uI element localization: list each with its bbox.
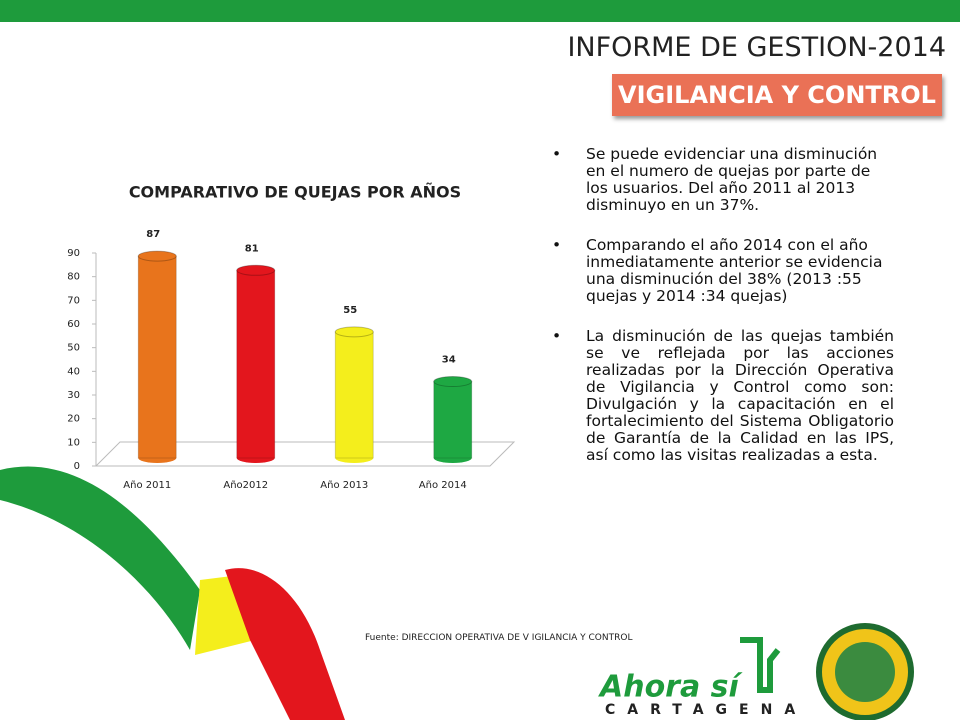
bar-top [334, 326, 374, 338]
bullet: La disminución de las quejas también se … [552, 328, 894, 464]
value-label: 34 [442, 355, 456, 366]
value-label: 55 [343, 305, 357, 316]
y-tick-label: 30 [67, 390, 80, 401]
bullet: Se puede evidenciar una disminución en e… [552, 146, 894, 214]
bar [334, 331, 374, 459]
logo-mark [740, 637, 781, 693]
slide-title: INFORME DE GESTION-2014 [567, 32, 946, 63]
y-tick-label: 60 [67, 319, 80, 330]
value-label: 87 [146, 229, 160, 240]
y-tick-label: 80 [67, 272, 80, 283]
bullet-list: Se puede evidenciar una disminución en e… [552, 146, 894, 487]
x-tick-label: Año 2011 [123, 480, 171, 491]
top-bar [0, 0, 960, 22]
y-tick-label: 40 [67, 366, 80, 377]
bullet: Comparando el año 2014 con el año inmedi… [552, 237, 894, 305]
bar [236, 269, 276, 459]
y-tick-label: 50 [67, 343, 80, 354]
bar-top [433, 376, 473, 388]
x-tick-label: Año 2013 [320, 480, 368, 491]
slide-subtitle: VIGILANCIA Y CONTROL [612, 74, 942, 116]
y-tick-label: 70 [67, 295, 80, 306]
ribbon-green [0, 466, 200, 650]
bar [137, 255, 177, 459]
y-tick-label: 0 [74, 461, 80, 472]
y-tick-label: 90 [67, 248, 80, 259]
x-tick-label: Año2012 [223, 480, 268, 491]
bar [433, 381, 473, 459]
value-label: 81 [245, 243, 259, 254]
y-tick-label: 10 [67, 437, 80, 448]
logo-slogan: Ahora sí [598, 670, 744, 705]
logo-city: CARTAGENA [605, 702, 807, 718]
bar-top [236, 264, 276, 276]
bar-top [137, 250, 177, 262]
chart-title: COMPARATIVO DE QUEJAS POR AÑOS [129, 183, 461, 202]
source: Fuente: DIRECCION OPERATIVA DE V IGILANC… [365, 633, 633, 643]
seal-center [835, 642, 895, 702]
y-tick-label: 20 [67, 414, 80, 425]
x-tick-label: Año 2014 [419, 480, 467, 491]
chart-floor [94, 441, 516, 467]
ribbon-red [225, 568, 345, 720]
